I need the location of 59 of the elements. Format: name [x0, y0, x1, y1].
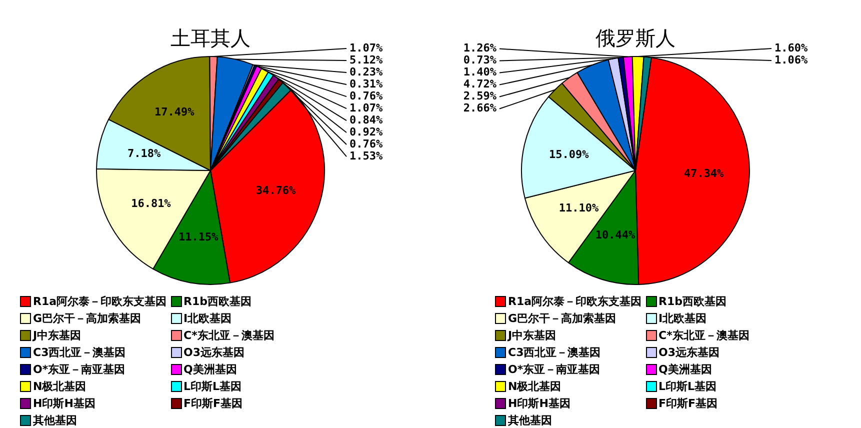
- legend-label: C*东北亚－澳基因: [184, 328, 274, 342]
- data-label: 0.23%: [350, 65, 383, 78]
- legend-label: N极北基因: [33, 378, 86, 394]
- data-label: 15.09%: [549, 148, 590, 161]
- legend-label: R1a阿尔泰－印欧东支基因: [33, 294, 167, 308]
- data-label: 0.73%: [463, 54, 497, 67]
- legend-label: H印斯H基因: [508, 396, 570, 410]
- data-label: 5.12%: [350, 53, 383, 66]
- legend-label: J中东基因: [508, 328, 556, 342]
- data-label: 4.72%: [463, 78, 497, 91]
- data-label: 16.81%: [131, 197, 172, 210]
- legend-label: C3西北亚－澳基因: [508, 344, 601, 360]
- legend-label: R1b西欧基因: [658, 294, 727, 308]
- legend-label: F印斯F基因: [658, 396, 718, 410]
- legend-label: N极北基因: [508, 378, 562, 394]
- data-label: 1.40%: [463, 66, 497, 79]
- data-label: 10.44%: [595, 228, 636, 242]
- data-label: 11.15%: [178, 230, 219, 244]
- legend-label: O*东亚－南亚基因: [33, 362, 126, 376]
- data-label: 1.07%: [350, 41, 383, 54]
- legend-label: G巴尔干－高加索基因: [33, 310, 142, 326]
- data-label: 0.76%: [350, 137, 383, 150]
- legend-label: 其他基因: [508, 412, 552, 428]
- data-label: 1.60%: [774, 41, 808, 54]
- data-label: 0.92%: [350, 125, 383, 138]
- data-label: 0.84%: [350, 113, 383, 126]
- data-label: 17.49%: [154, 105, 195, 118]
- data-label: 2.59%: [463, 90, 497, 103]
- data-label: 0.76%: [350, 89, 383, 102]
- data-label: 1.26%: [463, 42, 497, 55]
- data-label: 1.06%: [774, 53, 808, 66]
- data-label: 47.34%: [684, 167, 724, 180]
- legend-label: 其他基因: [33, 412, 77, 428]
- legend-label: F印斯F基因: [184, 396, 243, 410]
- legend-label: R1b西欧基因: [184, 294, 252, 308]
- legend-label: Q美洲基因: [658, 362, 712, 376]
- data-label: 2.66%: [463, 102, 497, 115]
- legend-label: I北欧基因: [658, 310, 707, 326]
- legend-label: G巴尔干－高加索基因: [508, 310, 616, 326]
- data-label: 11.10%: [558, 202, 600, 215]
- legend-label: C*东北亚－澳基因: [658, 328, 750, 342]
- data-label: 1.53%: [350, 149, 383, 162]
- legend-label: O*东亚－南亚基因: [508, 362, 600, 376]
- legend-label: I北欧基因: [184, 310, 232, 326]
- data-label: 0.31%: [350, 77, 383, 90]
- data-label: 34.76%: [256, 184, 296, 198]
- chart-title: 俄罗斯人: [596, 26, 676, 50]
- data-label: 7.18%: [127, 147, 161, 160]
- legend-label: J中东基因: [33, 328, 82, 342]
- data-label: 1.07%: [350, 101, 383, 114]
- legend-label: L印斯L基因: [184, 378, 242, 394]
- legend-label: R1a阿尔泰－印欧东支基因: [508, 294, 642, 308]
- legend-label: Q美洲基因: [184, 362, 237, 376]
- chart-title: 土耳其人: [170, 26, 250, 50]
- legend-label: H印斯H基因: [33, 396, 96, 410]
- legend-label: O3远东基因: [184, 344, 245, 360]
- legend-label: O3远东基因: [658, 344, 720, 360]
- legend-label: C3西北亚－澳基因: [33, 344, 126, 360]
- legend-label: L印斯L基因: [658, 378, 717, 394]
